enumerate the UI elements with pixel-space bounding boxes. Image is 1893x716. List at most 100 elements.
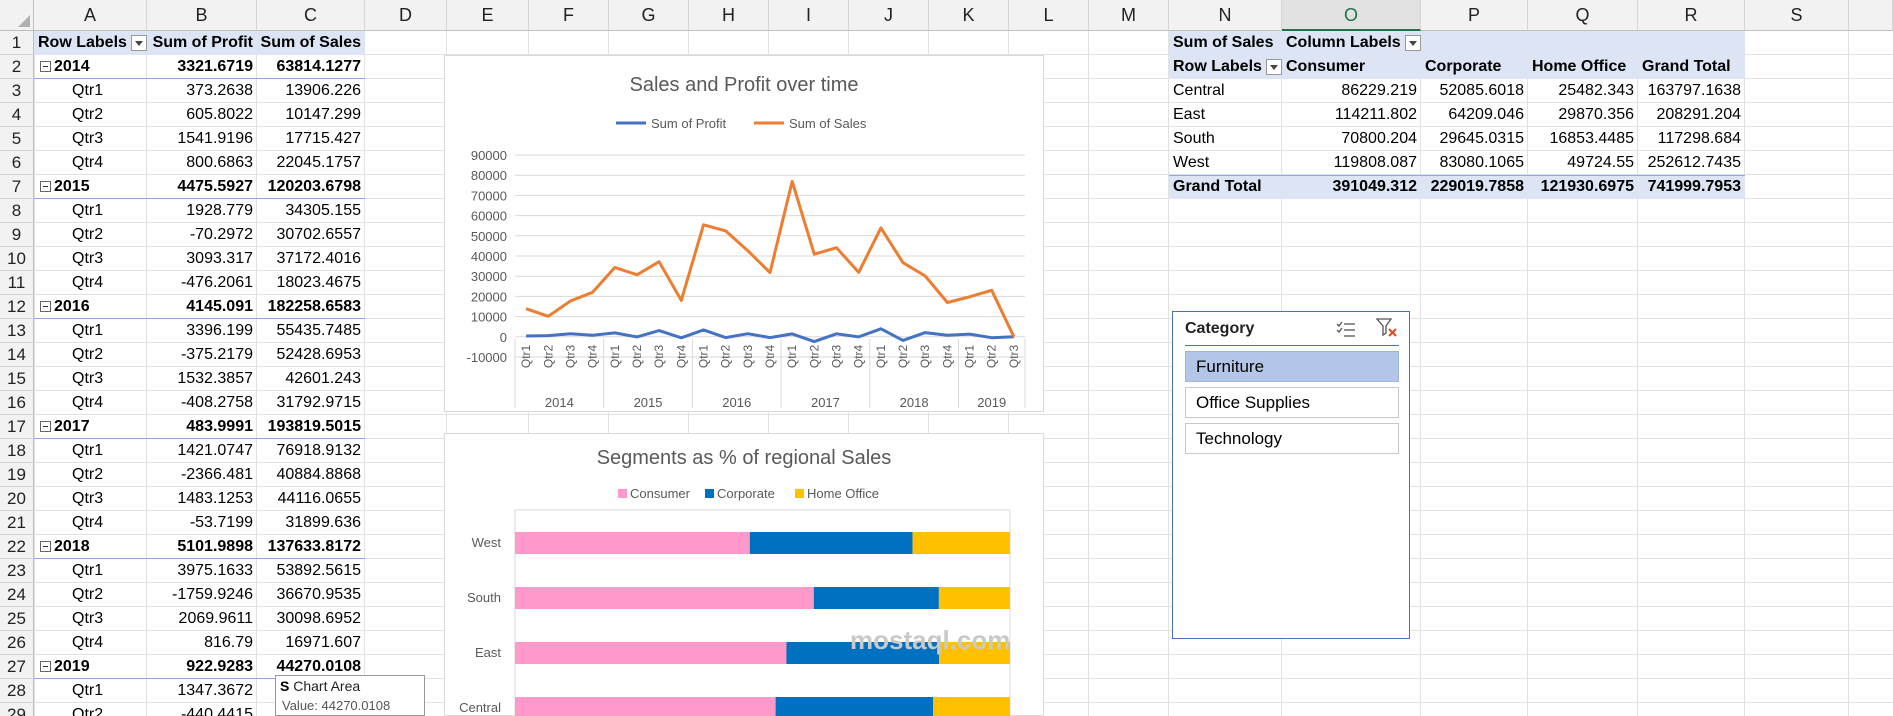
row-header-10[interactable]: 10 <box>0 247 34 271</box>
row-header-8[interactable]: 8 <box>0 199 34 223</box>
chart-sales-profit[interactable]: Sales and Profit over time Sum of Profit S… <box>444 55 1044 412</box>
pivot1-quarter-label[interactable]: Qtr4 <box>72 154 104 171</box>
pivot1-quarter-label[interactable]: Qtr2 <box>72 466 104 483</box>
pivot1-quarter-label[interactable]: Qtr3 <box>72 250 104 267</box>
pivot1-quarter-label[interactable]: Qtr1 <box>72 442 104 459</box>
row-header-23[interactable]: 23 <box>0 559 34 583</box>
row-header-17[interactable]: 17 <box>0 415 34 439</box>
collapse-icon[interactable] <box>40 541 51 553</box>
pivot1-quarter-sales[interactable]: 22045.1757 <box>276 154 361 171</box>
pivot2-value[interactable]: 208291.204 <box>1656 106 1741 123</box>
row-header-14[interactable]: 14 <box>0 343 34 367</box>
pivot1-year-label[interactable]: 2017 <box>34 415 147 439</box>
pivot1-year-profit[interactable]: 5101.9898 <box>177 538 253 555</box>
column-header-a[interactable]: A <box>34 0 147 31</box>
row-header-19[interactable]: 19 <box>0 463 34 487</box>
pivot1-year-label[interactable]: 2016 <box>34 295 147 319</box>
row-header-24[interactable]: 24 <box>0 583 34 607</box>
collapse-icon[interactable] <box>40 661 51 673</box>
pivot1-year-label[interactable]: 2014 <box>34 55 147 79</box>
chart-segments[interactable]: Segments as % of regional Sales Consumer C… <box>444 433 1044 716</box>
column-header-c[interactable]: C <box>257 0 365 31</box>
filter-dropdown-icon[interactable] <box>1404 34 1421 51</box>
pivot1-quarter-profit[interactable]: 2069.9611 <box>178 610 253 627</box>
pivot1-year-profit[interactable]: 3321.6719 <box>177 58 253 75</box>
pivot1-quarter-sales[interactable]: 44116.0655 <box>277 490 361 507</box>
pivot1-quarter-sales[interactable]: 18023.4675 <box>276 274 361 291</box>
column-header-r[interactable]: R <box>1638 0 1745 31</box>
pivot1-quarter-label[interactable]: Qtr2 <box>72 586 104 603</box>
pivot1-quarter-label[interactable]: Qtr1 <box>72 322 104 339</box>
pivot1-header-profit[interactable]: Sum of Profit <box>152 34 253 51</box>
pivot1-quarter-profit[interactable]: 816.79 <box>204 634 253 651</box>
column-header-b[interactable]: B <box>147 0 257 31</box>
pivot1-quarter-label[interactable]: Qtr4 <box>72 634 104 651</box>
pivot2-value[interactable]: 29870.356 <box>1558 106 1634 123</box>
pivot2-grand-total-value[interactable]: 391049.312 <box>1332 178 1417 195</box>
pivot1-quarter-sales[interactable]: 31792.9715 <box>276 394 361 411</box>
pivot2-grand-total-value[interactable]: 121930.6975 <box>1540 178 1634 195</box>
column-header-n[interactable]: N <box>1169 0 1282 31</box>
pivot1-year-sales[interactable]: 120203.6798 <box>267 178 361 195</box>
pivot1-quarter-sales[interactable]: 30702.6557 <box>276 226 361 243</box>
row-header-13[interactable]: 13 <box>0 319 34 343</box>
pivot2-region-label[interactable]: West <box>1173 154 1210 171</box>
pivot1-quarter-label[interactable]: Qtr1 <box>72 82 104 99</box>
column-header-l[interactable]: L <box>1009 0 1089 31</box>
pivot2-region-label[interactable]: South <box>1173 130 1215 147</box>
pivot1-quarter-profit[interactable]: -375.2179 <box>180 346 253 363</box>
filter-dropdown-icon[interactable] <box>130 34 147 51</box>
filter-dropdown-icon[interactable] <box>1265 58 1282 75</box>
pivot1-quarter-profit[interactable]: 1347.3672 <box>177 682 253 699</box>
pivot1-quarter-sales[interactable]: 10147.299 <box>285 106 361 123</box>
pivot1-quarter-label[interactable]: Qtr1 <box>72 202 104 219</box>
pivot2-value[interactable]: 16853.4485 <box>1549 130 1634 147</box>
pivot2-column-header[interactable]: Corporate <box>1425 58 1502 75</box>
collapse-icon[interactable] <box>40 421 51 433</box>
column-header-g[interactable]: G <box>609 0 689 31</box>
pivot1-quarter-profit[interactable]: -408.2758 <box>180 394 253 411</box>
column-header-k[interactable]: K <box>929 0 1009 31</box>
pivot1-quarter-label[interactable]: Qtr4 <box>72 274 104 291</box>
row-header-22[interactable]: 22 <box>0 535 34 559</box>
row-header-3[interactable]: 3 <box>0 79 34 103</box>
pivot1-quarter-label[interactable]: Qtr4 <box>72 514 104 531</box>
pivot1-quarter-sales[interactable]: 55435.7485 <box>276 322 361 339</box>
row-header-11[interactable]: 11 <box>0 271 34 295</box>
pivot1-year-sales[interactable]: 182258.6583 <box>267 298 361 315</box>
slicer-item-technology[interactable]: Technology <box>1185 423 1399 454</box>
pivot1-quarter-profit[interactable]: -2366.481 <box>180 466 253 483</box>
pivot2-value[interactable]: 83080.1065 <box>1439 154 1524 171</box>
column-header-h[interactable]: H <box>689 0 769 31</box>
row-header-28[interactable]: 28 <box>0 679 34 703</box>
pivot1-quarter-sales[interactable]: 36670.9535 <box>276 586 361 603</box>
pivot1-year-label[interactable]: 2018 <box>34 535 147 559</box>
pivot2-value[interactable]: 49724.55 <box>1567 154 1634 171</box>
pivot1-quarter-sales[interactable]: 34305.155 <box>285 202 361 219</box>
pivot2-column-header[interactable]: Grand Total <box>1642 58 1731 75</box>
column-header-s[interactable]: S <box>1745 0 1849 31</box>
pivot1-quarter-sales[interactable]: 53892.5615 <box>276 562 361 579</box>
pivot1-quarter-profit[interactable]: 1541.9196 <box>177 130 253 147</box>
pivot1-quarter-profit[interactable]: 1483.1253 <box>177 490 253 507</box>
pivot1-quarter-profit[interactable]: 3975.1633 <box>177 562 253 579</box>
pivot1-quarter-label[interactable]: Qtr3 <box>72 130 104 147</box>
pivot1-quarter-sales[interactable]: 30098.6952 <box>276 610 361 627</box>
pivot1-year-profit[interactable]: 4475.5927 <box>177 178 253 195</box>
pivot1-quarter-profit[interactable]: -53.7199 <box>189 514 253 531</box>
pivot2-value[interactable]: 117298.684 <box>1657 130 1741 147</box>
row-header-27[interactable]: 27 <box>0 655 34 679</box>
pivot1-quarter-label[interactable]: Qtr2 <box>72 706 104 716</box>
column-header-p[interactable]: P <box>1421 0 1528 31</box>
column-header-j[interactable]: J <box>849 0 929 31</box>
row-header-5[interactable]: 5 <box>0 127 34 151</box>
pivot1-quarter-sales[interactable]: 76918.9132 <box>276 442 361 459</box>
row-header-4[interactable]: 4 <box>0 103 34 127</box>
pivot1-quarter-profit[interactable]: -1759.9246 <box>172 586 253 603</box>
pivot1-quarter-sales[interactable]: 37172.4016 <box>276 250 361 267</box>
row-header-1[interactable]: 1 <box>0 31 34 55</box>
pivot2-grand-total-value[interactable]: 229019.7858 <box>1430 178 1524 195</box>
category-slicer[interactable]: Category Furniture Office Supplies Technol… <box>1172 311 1410 639</box>
pivot2-grand-total-value[interactable]: 741999.7953 <box>1647 178 1741 195</box>
row-header-25[interactable]: 25 <box>0 607 34 631</box>
